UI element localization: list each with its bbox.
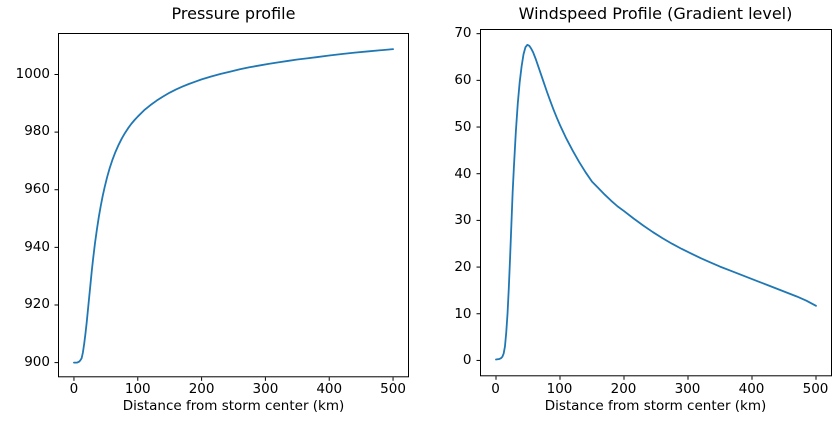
x-tick-label: 400: [316, 381, 343, 397]
y-tick-label: 960: [24, 180, 50, 197]
x-tick-label: 400: [738, 380, 765, 397]
x-tick-label: 100: [124, 381, 151, 397]
y-tick-label: 10: [454, 305, 472, 322]
y-tick-label: 940: [24, 238, 50, 255]
x-tick-label: 100: [546, 380, 573, 397]
plot-spines: [479, 29, 832, 377]
y-tick-label: 0: [462, 352, 472, 369]
y-tick-label: 60: [454, 72, 472, 89]
plot-spines: [58, 32, 409, 377]
x-tick-label: 500: [380, 381, 406, 397]
pressure-plot-title: Pressure profile: [171, 4, 296, 23]
windspeed-xaxis-label: Distance from storm center (km): [544, 398, 767, 414]
x-tick-label: 300: [674, 380, 701, 397]
pressure-axes: [54, 32, 409, 381]
x-tick-label: 200: [188, 381, 215, 397]
y-tick-label: 20: [454, 258, 472, 275]
y-tick-label: 900: [24, 353, 50, 370]
y-tick-label: 920: [24, 296, 50, 313]
windspeed-axes: [476, 29, 832, 381]
x-tick-label: 0: [491, 380, 500, 397]
x-tick-label: 500: [802, 380, 829, 397]
y-tick-label: 1000: [15, 65, 50, 82]
x-tick-label: 0: [69, 381, 79, 397]
y-tick-label: 70: [454, 25, 472, 42]
x-tick-label: 300: [252, 381, 279, 397]
y-tick-label: 40: [454, 165, 472, 182]
y-tick-label: 980: [24, 123, 50, 140]
pressure-curve: [73, 47, 394, 364]
pressure-xaxis-label: Distance from storm center (km): [122, 398, 345, 414]
windspeed-plot-title: Windspeed Profile (Gradient level): [518, 4, 793, 23]
windspeed-curve: [494, 44, 817, 361]
y-tick-label: 30: [454, 212, 472, 229]
y-tick-label: 50: [454, 118, 472, 135]
x-tick-label: 200: [610, 380, 637, 397]
